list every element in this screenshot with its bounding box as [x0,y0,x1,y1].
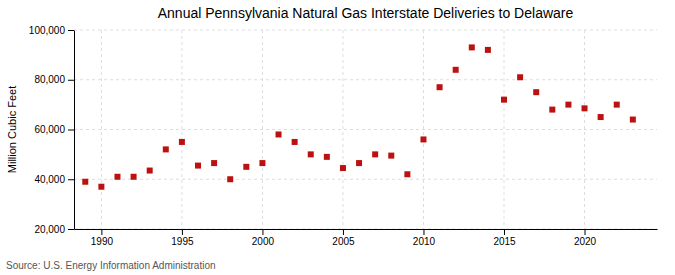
grid [74,30,657,229]
tick-label: 2005 [332,236,355,247]
point [582,105,588,111]
tick-mark [68,229,74,230]
grid-line [74,129,657,130]
point [630,117,636,123]
tick-label: 2020 [574,236,597,247]
grid-line [74,179,657,180]
point [614,102,620,108]
tick: 60,000 [34,124,74,135]
tick-mark [68,80,74,81]
point [356,160,362,166]
point [324,154,330,160]
point [179,139,185,145]
point [469,44,475,50]
point [292,139,298,145]
tick-mark [182,229,183,235]
tick-mark [343,229,344,235]
grid-line [342,30,343,229]
y-axis: 20,000 40,000 60,000 80,000 100,000 [29,25,75,235]
axis-line [75,229,658,230]
tick-label: 1990 [91,236,114,247]
point [437,84,443,90]
point [243,164,249,170]
points [82,44,636,189]
tick: 1990 [91,229,114,247]
tick-mark [262,229,263,235]
point [276,131,282,137]
tick: 40,000 [34,174,74,185]
tick: 2010 [413,229,436,247]
tick-mark [101,229,102,235]
tick-mark [68,130,74,131]
tick-label: 80,000 [34,74,65,85]
tick-mark [423,229,424,235]
tick-label: 2010 [413,236,436,247]
tick-label: 40,000 [34,174,65,185]
point [259,160,265,166]
grid-line [504,30,505,229]
point [517,74,523,80]
point [98,184,104,190]
point [131,174,137,180]
tick-mark [585,229,586,235]
title: Annual Pennsylvania Natural Gas Intersta… [158,5,574,21]
point [372,151,378,157]
source: Source: U.S. Energy Information Administ… [6,260,216,271]
tick-label: 2000 [252,236,275,247]
point [211,160,217,166]
point [227,176,233,182]
point [501,97,507,103]
point [114,174,120,180]
tick: 20,000 [34,224,74,235]
tick: 2020 [574,229,597,247]
tick: 100,000 [29,25,74,36]
point [598,114,604,120]
tick-label: 60,000 [34,124,65,135]
point [549,107,555,113]
point [82,179,88,185]
grid-line [181,30,182,229]
tick-mark [68,30,74,31]
tick: 2000 [252,229,275,247]
x-axis: 1990 1995 2000 2005 2010 2015 2020 [75,229,658,247]
point [388,153,394,159]
point [533,89,539,95]
grid-line [262,30,263,229]
grid-line [74,229,657,230]
point [340,165,346,171]
tick: 2015 [493,229,516,247]
axis-line [74,31,75,230]
tick: 2005 [332,229,355,247]
tick-label: 2015 [493,236,516,247]
point [195,163,201,169]
tick-label: 1995 [171,236,194,247]
point [308,151,314,157]
grid-line [584,30,585,229]
point [565,102,571,108]
tick: 80,000 [34,74,74,85]
point [453,67,459,73]
tick-mark [68,179,74,180]
point [163,146,169,152]
tick-label: 100,000 [29,25,66,36]
tick: 1995 [171,229,194,247]
grid-line [74,79,657,80]
grid-line [423,30,424,229]
y-axis-title: Million Cubic Feet [6,86,18,173]
point [404,171,410,177]
point [485,47,491,53]
tick-label: 20,000 [34,224,65,235]
point [420,136,426,142]
point [147,168,153,174]
chart: 1990 1995 2000 2005 2010 2015 2020 20,000 40,000… [0,0,675,275]
grid-line [101,30,102,229]
tick-mark [504,229,505,235]
grid-line [74,30,657,31]
